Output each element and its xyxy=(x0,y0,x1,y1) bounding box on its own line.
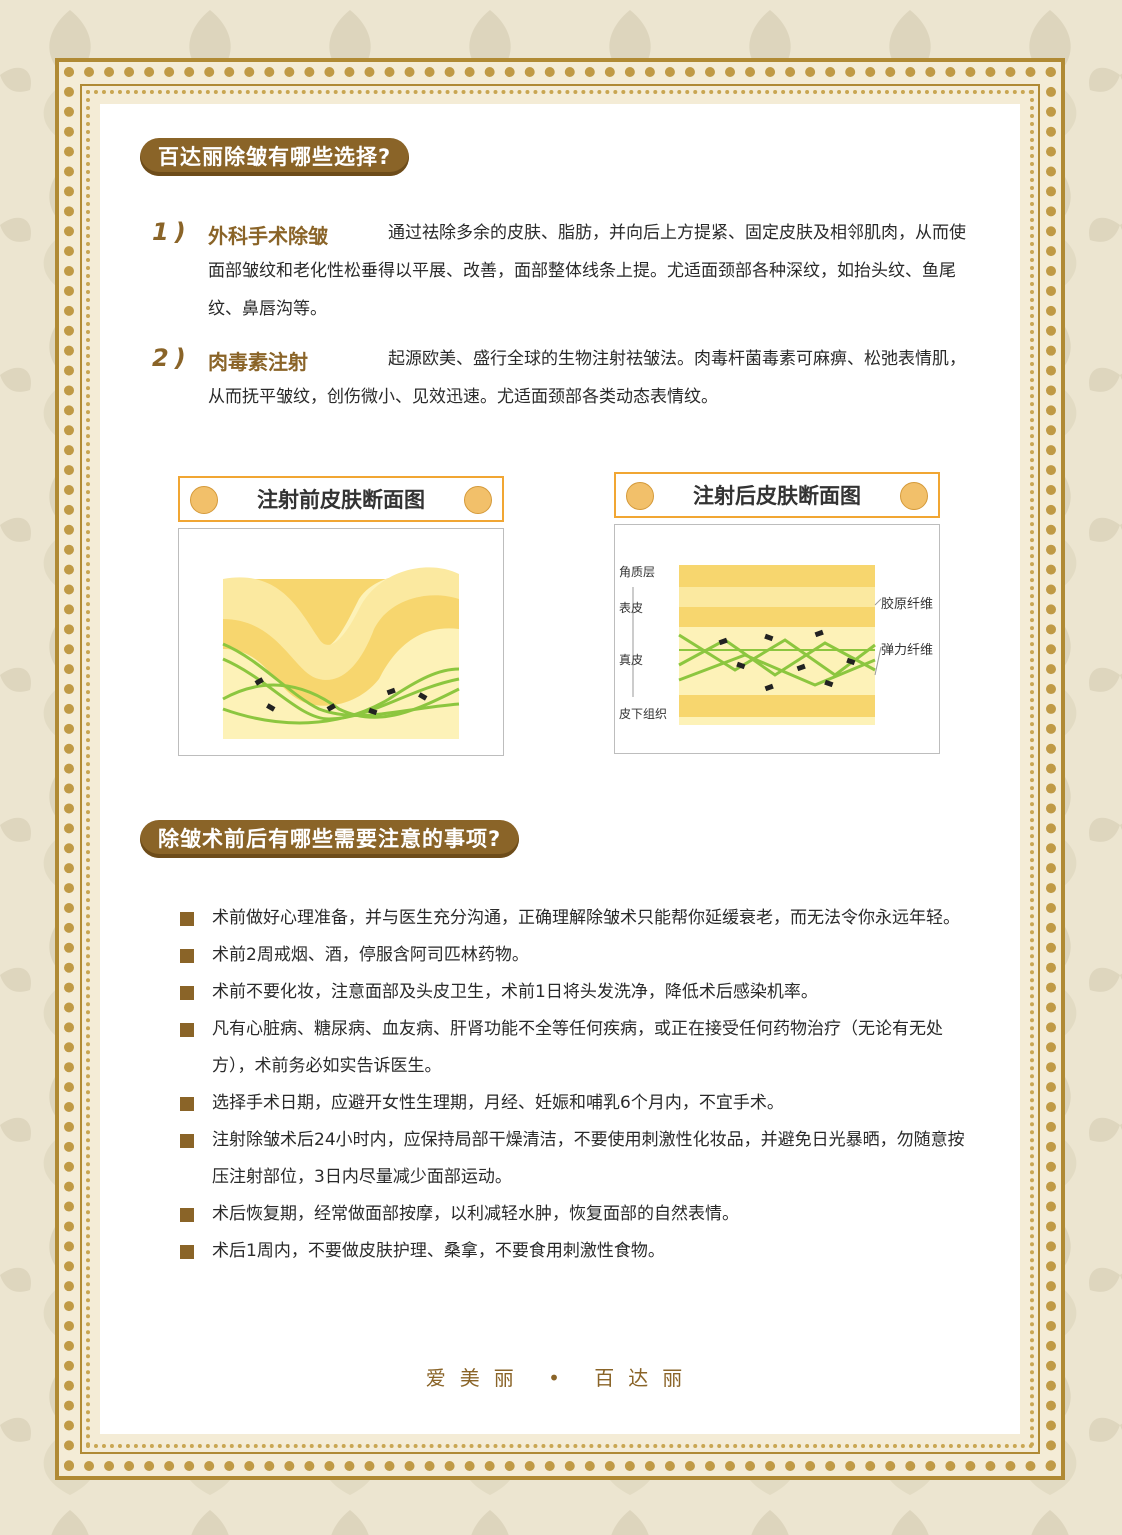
coin-icon xyxy=(190,486,218,514)
list-item: 术后1周内，不要做皮肤护理、桑拿，不要食用刺激性食物。 xyxy=(180,1233,980,1270)
precautions-list: 术前做好心理准备，并与医生充分沟通，正确理解除皱术只能帮你延缓衰老，而无法令你永… xyxy=(180,900,980,1270)
square-bullet-icon xyxy=(180,1097,194,1111)
before-diagram-header: 注射前皮肤断面图 xyxy=(178,476,504,522)
item1-number: 1) xyxy=(152,218,192,246)
square-bullet-icon xyxy=(180,1134,194,1148)
item2-title: 肉毒素注射 xyxy=(208,350,308,374)
before-skin-illustration xyxy=(222,567,460,739)
fiber-label-collagen: 胶原纤维 xyxy=(881,597,934,612)
square-bullet-icon xyxy=(180,1245,194,1259)
square-bullet-icon xyxy=(180,1208,194,1222)
list-item: 术前不要化妆，注意面部及头皮卫生，术前1日将头发洗净，降低术后感染机率。 xyxy=(180,974,980,1011)
footer-brand: 爱美丽 • 百达丽 xyxy=(425,1366,697,1390)
layer-label-epidermis: 表皮 xyxy=(619,601,644,615)
inner-border xyxy=(80,84,1040,1454)
after-diagram-header: 注射后皮肤断面图 xyxy=(614,472,940,518)
after-diagram-box: 角质层 表皮 真皮 皮下组织 胶原纤维 弹力纤维 xyxy=(614,524,940,754)
layer-label-dermis: 真皮 xyxy=(619,653,644,667)
list-item: 术前2周戒烟、酒，停服含阿司匹林药物。 xyxy=(180,937,980,974)
layer-label-subcutis: 皮下组织 xyxy=(619,707,668,721)
before-diagram-box xyxy=(178,528,504,756)
after-skin-illustration xyxy=(632,565,882,725)
dotted-border xyxy=(86,90,1034,1448)
list-item: 术前做好心理准备，并与医生充分沟通，正确理解除皱术只能帮你延缓衰老，而无法令你永… xyxy=(180,900,980,937)
before-diagram-title: 注射前皮肤断面图 xyxy=(257,488,425,512)
item1-title: 外科手术除皱 xyxy=(208,224,328,248)
item1-text: 通过祛除多余的皮肤、脂肪，并向后上方提紧、固定皮肤及相邻肌肉，从而使面部皱纹和老… xyxy=(208,223,966,319)
square-bullet-icon xyxy=(180,949,194,963)
layer-label-stratum: 角质层 xyxy=(619,565,656,579)
item2-text: 起源欧美、盛行全球的生物注射祛皱法。肉毒杆菌毒素可麻痹、松弛表情肌，从而抚平皱纹… xyxy=(208,349,966,407)
item2-number: 2) xyxy=(152,344,192,372)
coin-icon xyxy=(900,482,928,510)
section1-heading: 百达丽除皱有哪些选择? xyxy=(140,138,416,176)
after-diagram-title: 注射后皮肤断面图 xyxy=(693,484,861,508)
coin-icon xyxy=(626,482,654,510)
coin-icon xyxy=(464,486,492,514)
list-item: 术后恢复期，经常做面部按摩，以利减轻水肿，恢复面部的自然表情。 xyxy=(180,1196,980,1233)
fiber-label-elastic: 弹力纤维 xyxy=(881,643,934,658)
chain-border xyxy=(64,67,1056,1471)
square-bullet-icon xyxy=(180,1023,194,1037)
content-panel xyxy=(100,104,1020,1434)
section2-heading: 除皱术前后有哪些需要注意的事项? xyxy=(140,820,526,858)
list-item: 注射除皱术后24小时内，应保持局部干燥清洁，不要使用刺激性化妆品，并避免日光暴晒… xyxy=(180,1122,980,1196)
square-bullet-icon xyxy=(180,912,194,926)
list-item: 选择手术日期，应避开女性生理期，月经、妊娠和哺乳6个月内，不宜手术。 xyxy=(180,1085,980,1122)
square-bullet-icon xyxy=(180,986,194,1000)
list-item: 凡有心脏病、糖尿病、血友病、肝肾功能不全等任何疾病，或正在接受任何药物治疗（无论… xyxy=(180,1011,980,1085)
